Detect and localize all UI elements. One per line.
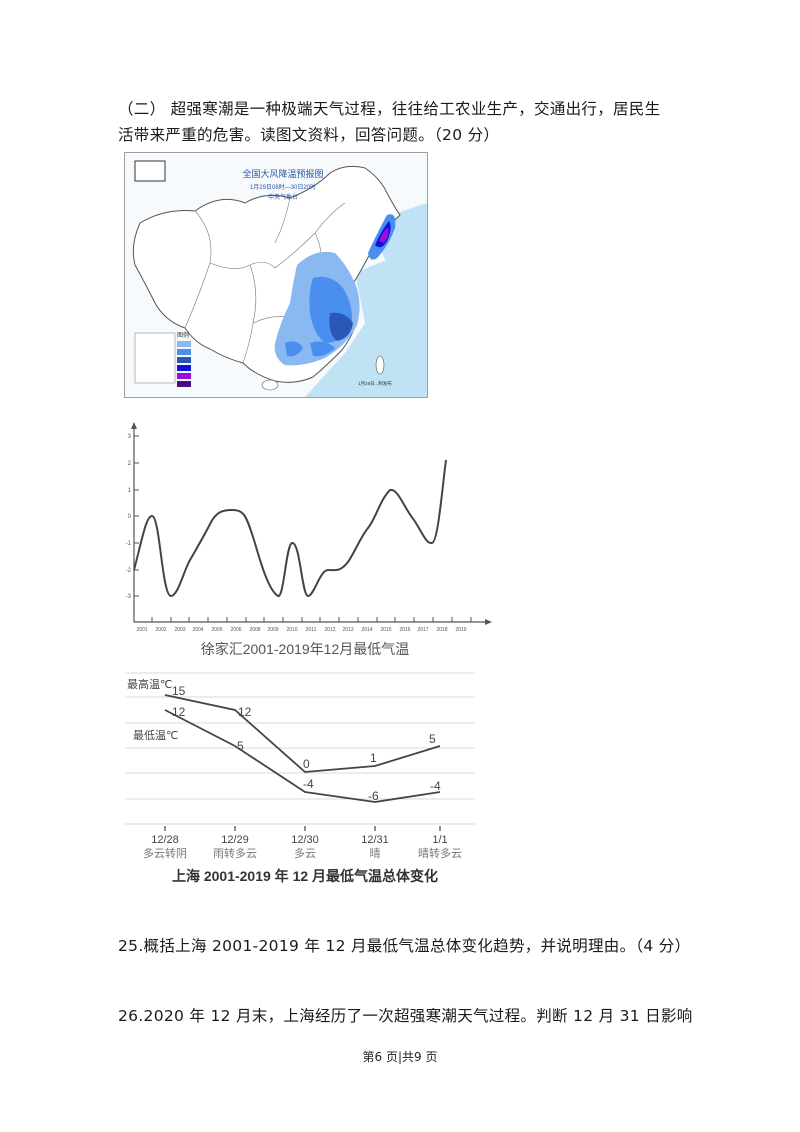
svg-text:2013: 2013 [342, 627, 353, 633]
low-value: -4 [430, 779, 441, 793]
svg-text:2009: 2009 [267, 627, 278, 633]
low-value: 12 [172, 705, 186, 719]
svg-text:2011: 2011 [306, 627, 317, 633]
svg-text:-2: -2 [126, 568, 132, 574]
svg-text:2010: 2010 [286, 627, 297, 633]
map-issuer: 中央气象台 [268, 193, 298, 201]
map-subtitle: 1月29日08时—30日20时 [250, 183, 316, 191]
low-value: -6 [368, 789, 379, 803]
weather-label: 多云 [294, 846, 316, 860]
svg-text:2016: 2016 [399, 627, 410, 633]
shanghai-high-low-temp-chart: 最高温℃ 最低温℃ 15 12 0 1 5 12 5 -4 -6 -4 12/2… [120, 668, 490, 890]
svg-text:2001: 2001 [136, 627, 147, 633]
high-value: 15 [172, 684, 186, 698]
date-label: 1/1 [432, 834, 447, 846]
map-footer-note: 1月29日...制发布 [358, 380, 392, 387]
high-temp-label: 最高温℃ [127, 677, 172, 691]
weather-label: 晴 [370, 847, 381, 860]
low-temp-label: 最低温℃ [133, 729, 178, 742]
svg-text:2015: 2015 [380, 627, 391, 633]
svg-text:2003: 2003 [174, 627, 185, 633]
svg-text:2008: 2008 [249, 627, 260, 633]
xujiahui-min-temp-chart: 3 2 1 0 -1 -2 -3 2001 2002 2003 2004 200… [120, 420, 500, 660]
svg-text:2012: 2012 [324, 627, 335, 633]
svg-text:-1: -1 [126, 541, 132, 547]
svg-text:2018: 2018 [436, 627, 447, 633]
intro-line-2: 活带来严重的危害。读图文资料，回答问题。（20 分） [118, 126, 500, 144]
svg-text:2004: 2004 [192, 627, 203, 633]
section-intro: （二） 超强寒潮是一种极端天气过程，往往给工农业生产，交通出行，居民生 活带来严… [118, 96, 698, 148]
svg-text:2014: 2014 [361, 627, 372, 633]
intro-line-1: （二） 超强寒潮是一种极端天气过程，往往给工农业生产，交通出行，居民生 [118, 100, 661, 118]
china-wind-cooling-forecast-map: 全国大风降温预报图 1月29日08时—30日20时 中央气象台 图例 1月29日… [124, 152, 428, 398]
map-title: 全国大风降温预报图 [242, 168, 323, 179]
svg-text:0: 0 [128, 514, 132, 520]
weather-label: 多云转阴 [143, 846, 187, 860]
chart1-title: 徐家汇2001-2019年12月最低气温 [201, 641, 410, 657]
weather-label: 晴转多云 [418, 846, 462, 860]
svg-text:1: 1 [128, 488, 132, 494]
high-value: 5 [429, 732, 436, 746]
question-25: 25.概括上海 2001-2019 年 12 月最低气温总体变化趋势，并说明理由… [118, 937, 691, 955]
low-value: 5 [237, 739, 244, 753]
page-footer: 第6 页|共9 页 [362, 1050, 438, 1064]
date-label: 12/29 [221, 834, 249, 846]
weather-label: 雨转多云 [213, 846, 257, 860]
date-label: 12/28 [151, 834, 179, 846]
svg-text:2002: 2002 [155, 627, 166, 633]
svg-text:2006: 2006 [230, 627, 241, 633]
high-value: 0 [303, 757, 310, 771]
question-26: 26.2020 年 12 月末，上海经历了一次超强寒潮天气过程。判断 12 月 … [118, 1007, 693, 1025]
high-value: 12 [238, 705, 252, 719]
svg-text:3: 3 [128, 434, 132, 440]
date-label: 12/30 [291, 834, 319, 846]
high-value: 1 [370, 751, 377, 765]
svg-text:2005: 2005 [211, 627, 222, 633]
svg-text:2017: 2017 [417, 627, 428, 633]
low-value: -4 [303, 777, 314, 791]
svg-text:2019: 2019 [455, 627, 466, 633]
svg-text:2: 2 [128, 461, 132, 467]
date-label: 12/31 [361, 834, 389, 846]
map-legend-title: 图例 [177, 331, 189, 339]
svg-text:-3: -3 [126, 594, 132, 600]
chart2-title: 上海 2001-2019 年 12 月最低气温总体变化 [172, 868, 438, 884]
